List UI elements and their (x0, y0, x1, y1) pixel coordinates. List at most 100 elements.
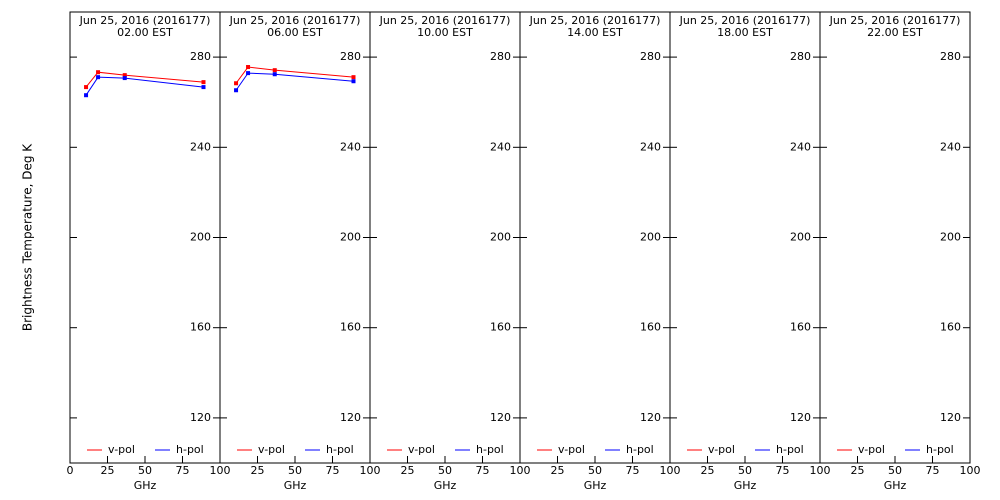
legend-label: h-pol (626, 443, 654, 456)
legend-label: v-pol (108, 443, 135, 456)
x-tick-label: 75 (776, 464, 790, 477)
legend-label: v-pol (258, 443, 285, 456)
legend-label: v-pol (408, 443, 435, 456)
y-tick-label: 120 (940, 411, 961, 424)
x-tick-label: 50 (288, 464, 302, 477)
x-tick-label: 25 (401, 464, 415, 477)
point-marker (351, 75, 356, 80)
x-tick-label: 75 (176, 464, 190, 477)
y-tick-label: 160 (490, 321, 511, 334)
point-marker (272, 72, 277, 77)
legend-label: v-pol (708, 443, 735, 456)
panel-subtitle: 02.00 EST (117, 26, 173, 39)
y-tick-label: 280 (340, 50, 361, 63)
x-axis-label: GHz (134, 479, 157, 492)
y-tick-label: 160 (640, 321, 661, 334)
x-axis-label: GHz (434, 479, 457, 492)
y-tick-label: 120 (790, 411, 811, 424)
y-tick-label: 200 (190, 231, 211, 244)
x-tick-label: 25 (251, 464, 265, 477)
y-tick-label: 240 (490, 140, 511, 153)
y-tick-label: 160 (940, 321, 961, 334)
series-line (85, 71, 204, 88)
x-tick-label: 100 (510, 464, 531, 477)
point-marker (234, 88, 239, 93)
y-tick-label: 280 (940, 50, 961, 63)
x-axis-label: GHz (734, 479, 757, 492)
panel-title: Jun 25, 2016 (2016177) (829, 14, 961, 27)
x-tick-label: 50 (738, 464, 752, 477)
x-tick-label: 25 (851, 464, 865, 477)
point-marker (234, 81, 239, 86)
y-tick-label: 240 (940, 140, 961, 153)
y-tick-label: 240 (640, 140, 661, 153)
point-marker (96, 75, 101, 80)
y-tick-label: 200 (940, 231, 961, 244)
y-tick-label: 120 (640, 411, 661, 424)
x-tick-label: 50 (438, 464, 452, 477)
legend-label: h-pol (326, 443, 354, 456)
x-tick-label: 100 (210, 464, 231, 477)
y-tick-label: 200 (790, 231, 811, 244)
y-tick-label: 280 (790, 50, 811, 63)
x-tick-label: 100 (660, 464, 681, 477)
point-marker (122, 76, 127, 81)
y-tick-label: 120 (490, 411, 511, 424)
x-tick-label: 50 (888, 464, 902, 477)
panel-title: Jun 25, 2016 (2016177) (679, 14, 811, 27)
point-marker (122, 73, 127, 78)
y-tick-label: 240 (790, 140, 811, 153)
x-axis-label: GHz (284, 479, 307, 492)
y-tick-label: 240 (340, 140, 361, 153)
x-tick-label: 100 (360, 464, 381, 477)
x-tick-label: 75 (326, 464, 340, 477)
panel-subtitle: 22.00 EST (867, 26, 923, 39)
point-marker (351, 79, 356, 84)
x-tick-label: 0 (67, 464, 74, 477)
x-tick-label: 75 (476, 464, 490, 477)
point-marker (272, 68, 277, 73)
legend-label: h-pol (926, 443, 954, 456)
series-line (85, 76, 204, 96)
panel-title: Jun 25, 2016 (2016177) (529, 14, 661, 27)
series-line (235, 72, 354, 91)
y-tick-label: 160 (340, 321, 361, 334)
y-tick-label: 280 (490, 50, 511, 63)
y-tick-label: 200 (490, 231, 511, 244)
legend-label: h-pol (776, 443, 804, 456)
x-tick-label: 25 (551, 464, 565, 477)
x-tick-label: 100 (810, 464, 831, 477)
x-tick-label: 50 (588, 464, 602, 477)
panel-title: Jun 25, 2016 (2016177) (229, 14, 361, 27)
point-marker (246, 71, 251, 76)
y-tick-label: 160 (190, 321, 211, 334)
panel-subtitle: 18.00 EST (717, 26, 773, 39)
panel-subtitle: 14.00 EST (567, 26, 623, 39)
y-tick-label: 120 (190, 411, 211, 424)
y-tick-label: 200 (640, 231, 661, 244)
x-tick-label: 25 (701, 464, 715, 477)
y-tick-label: 240 (190, 140, 211, 153)
y-tick-label: 120 (340, 411, 361, 424)
x-axis-label: GHz (584, 479, 607, 492)
legend-label: v-pol (858, 443, 885, 456)
x-tick-label: 25 (101, 464, 115, 477)
x-tick-label: 75 (926, 464, 940, 477)
x-tick-label: 50 (138, 464, 152, 477)
point-marker (201, 80, 206, 85)
y-tick-label: 200 (340, 231, 361, 244)
legend-label: v-pol (558, 443, 585, 456)
point-marker (84, 85, 89, 90)
x-tick-label: 75 (626, 464, 640, 477)
y-tick-label: 280 (190, 50, 211, 63)
panel-title: Jun 25, 2016 (2016177) (79, 14, 211, 27)
x-tick-label: 100 (960, 464, 981, 477)
point-marker (84, 93, 89, 98)
point-marker (201, 85, 206, 90)
point-marker (96, 70, 101, 75)
legend-label: h-pol (476, 443, 504, 456)
y-axis-label: Brightness Temperature, Deg K (21, 143, 35, 331)
panel-subtitle: 06.00 EST (267, 26, 323, 39)
series-line (235, 66, 354, 84)
